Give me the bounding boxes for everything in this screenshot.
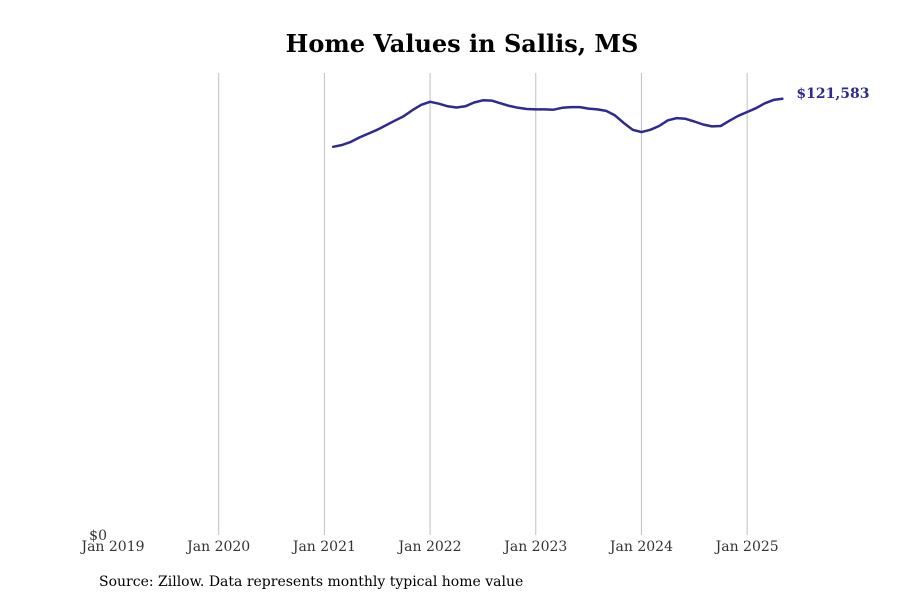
- x-tick-label: Jan 2025: [714, 539, 779, 555]
- x-tick-label: Jan 2019: [79, 539, 144, 555]
- annotation-layer: $121,583: [796, 86, 869, 102]
- series-layer: [331, 97, 784, 149]
- end-value-label: $121,583: [796, 86, 869, 102]
- y-tick-label: $0: [89, 528, 107, 544]
- x-tick-label: Jan 2022: [397, 539, 462, 555]
- grid-lines: [218, 73, 748, 535]
- x-tick-label: Jan 2021: [291, 539, 356, 555]
- series-line: [331, 97, 784, 149]
- chart-title: Home Values in Sallis, MS: [286, 29, 639, 58]
- x-axis-ticks: Jan 2019 Jan 2020 Jan 2021 Jan 2022 Jan 2023…: [79, 539, 778, 555]
- x-tick-label: Jan 2020: [185, 539, 250, 555]
- source-note: Source: Zillow. Data represents monthly …: [99, 574, 524, 590]
- y-axis-ticks: $0: [89, 528, 107, 544]
- x-tick-label: Jan 2024: [608, 539, 673, 555]
- x-tick-label: Jan 2023: [502, 539, 567, 555]
